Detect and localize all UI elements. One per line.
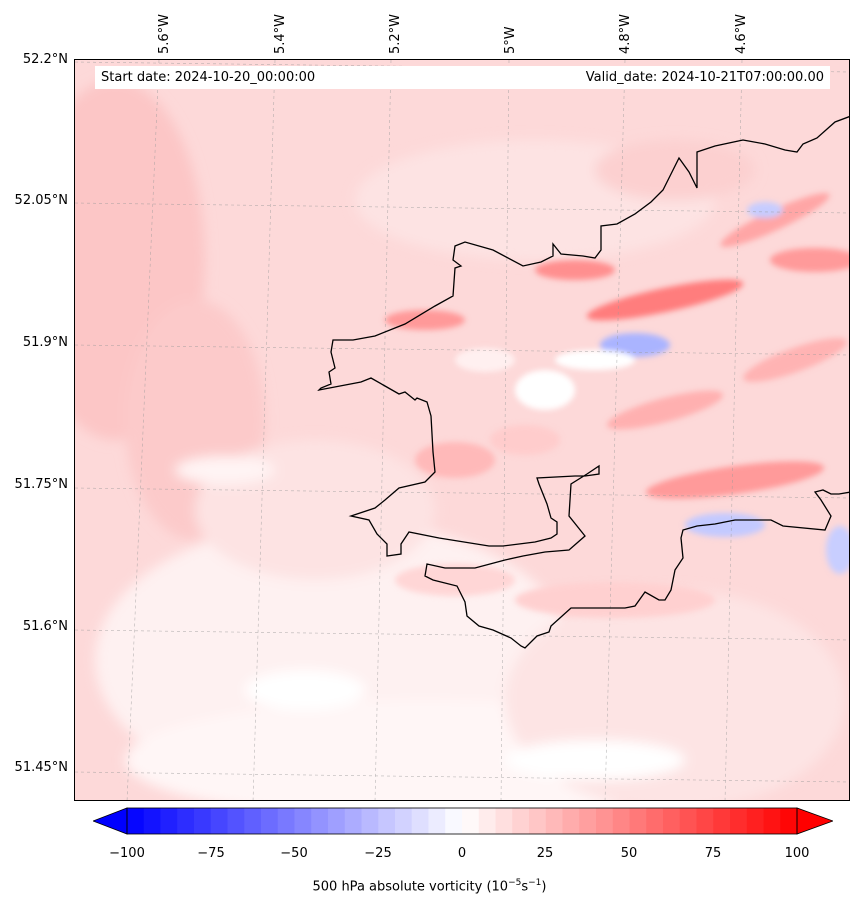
colorbar-tick-label: −100 <box>109 846 145 861</box>
colorbar-cell <box>612 808 631 834</box>
colorbar-cell <box>227 808 245 834</box>
colorbar-title-exp1: −5 <box>508 878 522 888</box>
colorbar-cell <box>428 808 446 834</box>
colorbar-cell <box>395 808 413 834</box>
colorbar-cell <box>596 808 614 834</box>
colorbar-cell <box>127 808 145 834</box>
longitude-label-5-4w: 5.4°W <box>273 13 288 54</box>
longitude-label-4-8w: 4.8°W <box>618 13 633 54</box>
colorbar-cell <box>512 808 530 834</box>
colorbar-cell <box>780 808 798 834</box>
colorbar-cell <box>462 808 480 834</box>
colorbar-cell <box>411 808 430 834</box>
colorbar-tick-label: 100 <box>784 846 810 861</box>
colorbar-cell <box>160 808 178 834</box>
map-gridlines <box>75 60 849 800</box>
colorbar-cell <box>646 808 664 834</box>
colorbar-cell <box>763 808 781 834</box>
colorbar-title-main: 500 hPa absolute vorticity (10 <box>312 879 509 895</box>
colorbar-tick-label: −25 <box>364 846 392 861</box>
colorbar-cells <box>127 808 798 834</box>
colorbar-title-unit: s <box>521 879 529 895</box>
colorbar-title: 500 hPa absolute vorticity (10−5s−1) <box>0 878 859 894</box>
colorbar-cell <box>328 808 346 834</box>
colorbar-cell <box>445 808 463 834</box>
colorbar-cell <box>713 808 731 834</box>
colorbar-cell <box>562 808 580 834</box>
latitude-label-51-9n: 51.9°N <box>22 335 68 350</box>
colorbar-cell <box>378 808 396 834</box>
colorbar-extend-low <box>93 807 128 835</box>
field-detail <box>385 193 849 618</box>
colorbar-cell <box>277 808 296 834</box>
latitude-label-52-2n: 52.2°N <box>22 52 68 67</box>
colorbar-tick-label: −50 <box>280 846 308 861</box>
colorbar-cell <box>194 808 212 834</box>
colorbar-cell <box>746 808 765 834</box>
colorbar-cell <box>629 808 647 834</box>
latitude-label-52-05n: 52.05°N <box>14 193 68 208</box>
start-date-text: Start date: 2024-10-20_00:00:00 <box>101 70 316 85</box>
longitude-label-5w: 5°W <box>503 26 518 54</box>
colorbar-outline <box>126 807 798 835</box>
latitude-label-51-75n: 51.75°N <box>14 477 68 492</box>
vorticity-field <box>75 60 849 800</box>
map-panel <box>74 59 850 801</box>
longitude-label-5-2w: 5.2°W <box>388 13 403 54</box>
colorbar-cell <box>579 808 597 834</box>
colorbar-cell <box>663 808 681 834</box>
colorbar-tick-label: 50 <box>620 846 638 861</box>
colorbar-cell <box>344 808 363 834</box>
colorbar-tick-label: 0 <box>457 846 467 861</box>
colorbar-cell <box>261 808 279 834</box>
colorbar-cell <box>478 808 497 834</box>
colorbar-title-close: ) <box>541 879 547 895</box>
longitude-label-5-6w: 5.6°W <box>157 13 172 54</box>
colorbar-cell <box>143 808 162 834</box>
colorbar-cell <box>730 808 748 834</box>
colorbar-cell <box>545 808 564 834</box>
latitude-label-51-6n: 51.6°N <box>22 619 68 634</box>
colorbar-cell <box>244 808 262 834</box>
colorbar-tick-label: 75 <box>704 846 722 861</box>
colorbar-cell <box>311 808 329 834</box>
colorbar-tick-label: 25 <box>536 846 554 861</box>
colorbar-cell <box>294 808 312 834</box>
date-info-box: Start date: 2024-10-20_00:00:00 Valid_da… <box>95 66 830 89</box>
field-patches <box>75 80 845 800</box>
colorbar-title-exp2: −1 <box>528 878 542 888</box>
colorbar-cell <box>361 808 379 834</box>
colorbar-cell <box>679 808 698 834</box>
coastline <box>317 116 849 649</box>
colorbar-cell <box>495 808 513 834</box>
colorbar-cell <box>177 808 195 834</box>
latitude-label-51-45n: 51.45°N <box>14 760 68 775</box>
valid-date-text: Valid_date: 2024-10-21T07:00:00.00 <box>585 70 824 85</box>
colorbar-tick-label: −75 <box>197 846 225 861</box>
colorbar-cell <box>696 808 714 834</box>
longitude-label-4-6w: 4.6°W <box>734 13 749 54</box>
colorbar-cell <box>529 808 547 834</box>
colorbar-extend-high <box>796 807 833 835</box>
colorbar-cell <box>210 808 229 834</box>
colorbar <box>93 807 833 835</box>
